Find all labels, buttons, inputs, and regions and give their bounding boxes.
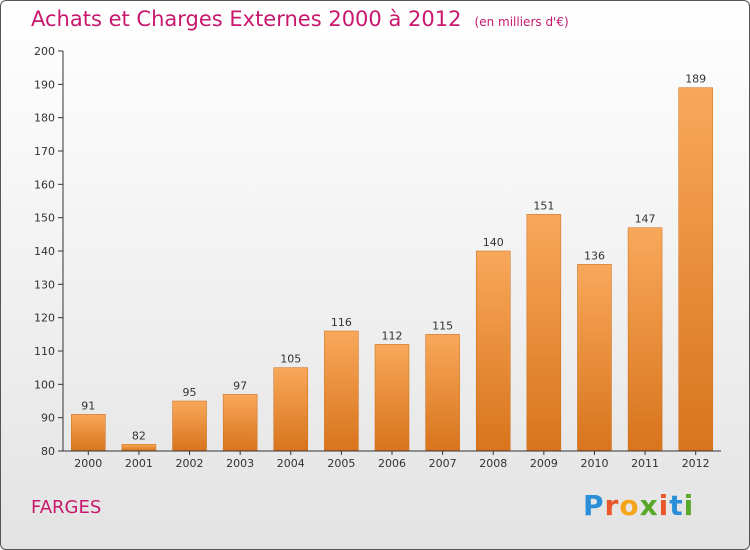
title-block: Achats et Charges Externes 2000 à 2012 (…: [31, 7, 569, 31]
bar-2006[interactable]: [374, 344, 410, 452]
bar-2010[interactable]: [577, 264, 612, 452]
bar-2008[interactable]: [475, 250, 511, 452]
x-tick-label-2008: 2008: [479, 457, 507, 470]
bar-2012[interactable]: [678, 87, 713, 452]
bar-2004[interactable]: [273, 367, 309, 452]
y-tick-label: 80: [41, 445, 55, 458]
y-tick-label: 120: [34, 312, 55, 325]
logo-letter: r: [604, 489, 620, 522]
bar-2007[interactable]: [425, 334, 460, 452]
data-label-2003: 97: [233, 379, 247, 392]
x-tick-label-2005: 2005: [327, 457, 355, 470]
chart-subtitle: (en milliers d'€): [474, 15, 569, 29]
y-axis: 80 90 100 110 120 130 140 150 160 170 180 190 200: [34, 45, 64, 458]
logo-letter: t: [669, 489, 684, 522]
data-label-2011: 147: [635, 213, 656, 226]
data-label-2007: 115: [432, 319, 453, 332]
x-tick-label-2012: 2012: [682, 457, 710, 470]
data-label-2000: 91: [81, 399, 95, 412]
logo-letter: i: [658, 489, 670, 522]
y-tick-label: 160: [34, 178, 55, 191]
y-tick-label: 90: [41, 412, 55, 425]
x-axis: 2000 2001 2002 2003 2004 2005 2006 2007 2008 2009…: [63, 450, 721, 470]
y-tick-label: 200: [34, 45, 55, 58]
logo-letter: P: [583, 489, 605, 522]
x-tick-label-2010: 2010: [580, 457, 608, 470]
y-tick-label: 100: [34, 378, 55, 391]
bar-2005[interactable]: [324, 330, 359, 452]
y-tick-label: 180: [34, 112, 55, 125]
data-label-2002: 95: [183, 386, 197, 399]
commune-name: FARGES: [31, 497, 102, 518]
logo-letter: i: [683, 489, 695, 522]
bar-2001[interactable]: [121, 444, 157, 452]
y-tick-label: 110: [34, 345, 55, 358]
bar-2002[interactable]: [172, 400, 207, 452]
x-tick-label-2007: 2007: [429, 457, 457, 470]
data-label-2005: 116: [331, 316, 352, 329]
x-tick-label-2002: 2002: [176, 457, 204, 470]
logo-letter: o: [619, 489, 640, 522]
x-tick-label-2004: 2004: [277, 457, 305, 470]
proxiti-logo[interactable]: Proxiti: [583, 489, 694, 522]
y-tick-label: 170: [34, 145, 55, 158]
bar-2009[interactable]: [526, 214, 562, 452]
data-label-2012: 189: [685, 73, 706, 86]
x-tick-label-2011: 2011: [631, 457, 659, 470]
bar-2011[interactable]: [627, 227, 663, 452]
y-tick-label: 140: [34, 245, 55, 258]
data-label-2001: 82: [132, 429, 146, 442]
x-tick-label-2006: 2006: [378, 457, 406, 470]
x-tick-label-2009: 2009: [530, 457, 558, 470]
bar-2000[interactable]: [71, 414, 106, 452]
data-label-2004: 105: [280, 353, 301, 366]
y-tick-label: 190: [34, 78, 55, 91]
y-tick-label: 130: [34, 278, 55, 291]
y-tick-label: 150: [34, 212, 55, 225]
x-tick-label-2001: 2001: [125, 457, 153, 470]
x-tick-label-2000: 2000: [74, 457, 102, 470]
chart-title: Achats et Charges Externes 2000 à 2012: [31, 7, 462, 31]
data-label-2008: 140: [483, 236, 504, 249]
data-label-2006: 112: [382, 329, 403, 342]
logo-letter: x: [639, 489, 659, 522]
bars: 91 82 95 97 105 116 112 115 140 151 136 147 189: [71, 73, 713, 452]
x-tick-label-2003: 2003: [226, 457, 254, 470]
bar-2003[interactable]: [222, 394, 258, 452]
data-label-2010: 136: [584, 249, 605, 262]
data-label-2009: 151: [533, 199, 554, 212]
